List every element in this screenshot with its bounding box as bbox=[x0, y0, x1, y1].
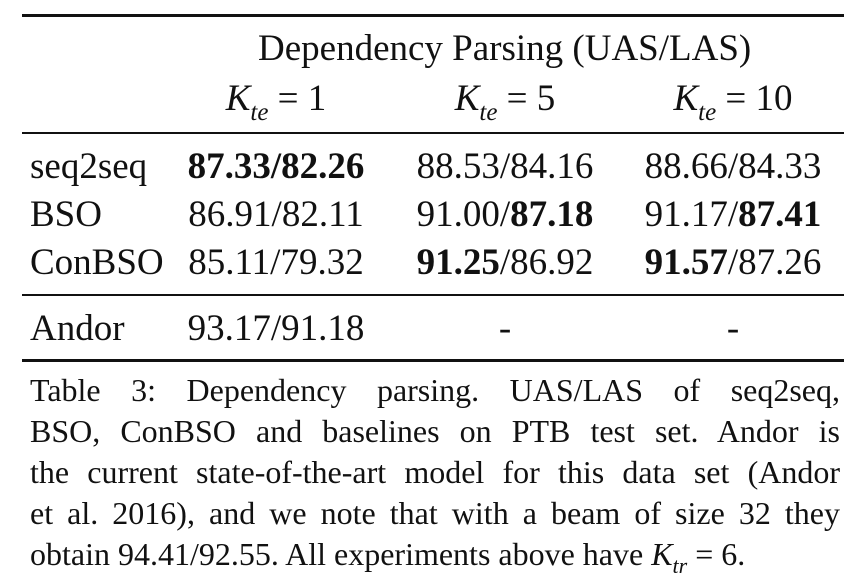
las-value: 84.16 bbox=[510, 146, 594, 187]
las-value: 82.11 bbox=[281, 194, 364, 235]
value-separator: / bbox=[499, 194, 511, 235]
las-value: 82.26 bbox=[281, 146, 365, 187]
caption-line: Table 3: Dependency parsing. UAS/LAS of … bbox=[30, 372, 840, 408]
value-separator: / bbox=[271, 194, 282, 235]
table-cell: 88.53/84.16 bbox=[417, 148, 594, 185]
baseline-cell-2: - bbox=[498, 308, 512, 349]
row-model-name: seq2seq bbox=[30, 146, 148, 187]
baseline-model-name: Andor bbox=[30, 308, 125, 349]
uas-value: 86.91 bbox=[188, 194, 272, 235]
table-cell: 91.00/87.18 bbox=[417, 196, 594, 233]
caption-line: the current state-of-the-art model for t… bbox=[30, 454, 840, 490]
value-separator: / bbox=[270, 242, 281, 283]
las-value: 87.41 bbox=[738, 194, 822, 235]
uas-value: 88.66 bbox=[644, 146, 728, 187]
row-model-name: ConBSO bbox=[30, 242, 164, 283]
value-separator: / bbox=[499, 242, 511, 283]
table-cell: 91.25/86.92 bbox=[417, 244, 594, 281]
table-cell: 86.91/82.11 bbox=[188, 196, 363, 233]
header-rule bbox=[22, 132, 844, 134]
column-header-2: Kte = 5 bbox=[454, 78, 556, 126]
table-cell: 91.57/87.26 bbox=[645, 244, 822, 281]
value-separator: / bbox=[727, 194, 739, 235]
value-separator: / bbox=[270, 146, 282, 187]
column-header-3: Kte = 10 bbox=[673, 78, 793, 126]
table-cell: 87.33/82.26 bbox=[188, 148, 365, 185]
las-value: 87.18 bbox=[510, 194, 594, 235]
table-cell: 88.66/84.33 bbox=[645, 148, 822, 185]
table-cell: 85.11/79.32 bbox=[188, 244, 363, 281]
top-rule bbox=[22, 14, 844, 17]
las-value: 87.26 bbox=[738, 242, 822, 283]
baseline-cell-1: 93.17/91.18 bbox=[187, 308, 365, 349]
row-model-name: BSO bbox=[30, 194, 102, 235]
baseline-cell-3: - bbox=[726, 308, 740, 349]
uas-value: 91.57 bbox=[644, 242, 728, 283]
uas-value: 87.33 bbox=[187, 146, 271, 187]
value-separator: / bbox=[727, 146, 739, 187]
caption-line-last: obtain 94.41/92.55. All experiments abov… bbox=[30, 536, 746, 578]
las-value: 84.33 bbox=[738, 146, 822, 187]
value-separator: / bbox=[727, 242, 739, 283]
baseline-rule bbox=[22, 294, 844, 296]
uas-value: 88.53 bbox=[416, 146, 500, 187]
table-cell: 91.17/87.41 bbox=[645, 196, 822, 233]
group-header: Dependency Parsing (UAS/LAS) bbox=[258, 28, 752, 69]
uas-value: 91.25 bbox=[416, 242, 500, 283]
column-header-1: Kte = 1 bbox=[225, 78, 327, 126]
uas-value: 85.11 bbox=[188, 242, 271, 283]
caption-line: BSO, ConBSO and baselines on PTB test se… bbox=[30, 413, 840, 449]
bottom-rule bbox=[22, 359, 844, 362]
uas-value: 91.00 bbox=[416, 194, 500, 235]
uas-value: 91.17 bbox=[644, 194, 728, 235]
value-separator: / bbox=[499, 146, 511, 187]
caption-line: et al. 2016), and we note that with a be… bbox=[30, 495, 840, 531]
las-value: 86.92 bbox=[510, 242, 594, 283]
las-value: 79.32 bbox=[280, 242, 364, 283]
table-caption: Table 3: Dependency parsing. UAS/LAS of … bbox=[30, 370, 840, 578]
